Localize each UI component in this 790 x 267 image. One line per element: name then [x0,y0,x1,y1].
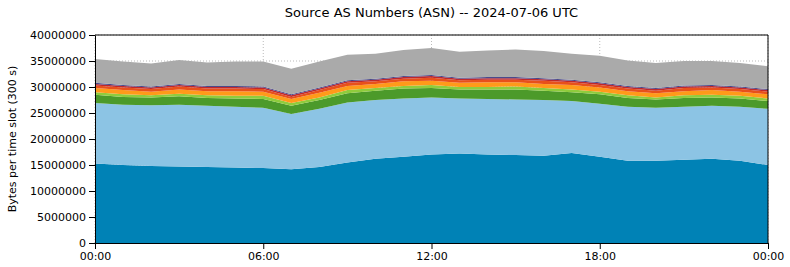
tick-mark [89,191,95,192]
tick: 30000000 [30,81,95,94]
tick-mark [89,139,95,140]
tick-mark [89,87,95,88]
tick-label: 10000000 [30,185,86,198]
tick-mark [432,243,433,249]
tick: 25000000 [30,107,95,120]
tick-mark [89,61,95,62]
tick-label: 0 [79,237,86,250]
area [95,97,768,169]
tick: 5000000 [37,211,95,224]
tick-mark [89,165,95,166]
tick-mark [89,113,95,114]
axis-line [95,36,96,244]
title: Source AS Numbers (ASN) -- 2024-07-06 UT… [285,5,578,20]
tick-mark [95,243,96,249]
tick: 35000000 [30,55,95,68]
tick-mark [600,243,601,249]
tick-mark [768,243,769,249]
tick-label: 00:00 [80,250,112,263]
y-axis: 0 5000000 10000000 15000000 20000000 25000000… [30,29,96,250]
tick: 10000000 [30,185,95,198]
x-axis: 00:00 06:00 12:00 18:00 00:00 [80,243,785,263]
tick-label: 40000000 [30,29,86,42]
tick-mark [89,217,95,218]
y-axis-title: Bytes per time slot (300 s) [6,66,19,213]
area [95,48,768,94]
tick-label: 30000000 [30,81,86,94]
tick-label: 15000000 [30,159,86,172]
tick: 00:00 [753,243,785,263]
areas [95,48,768,243]
tick: 20000000 [30,133,95,146]
tick-label: 5000000 [37,211,86,224]
plot-frame [95,35,768,243]
tick: 00:00 [80,243,112,263]
tick: 0 [79,237,95,250]
tick: 12:00 [416,243,448,263]
tick-label: 35000000 [30,55,86,68]
tick-label: 25000000 [30,107,86,120]
tick-label: 20000000 [30,133,86,146]
tick-mark [89,35,95,36]
tick-label: 06:00 [248,250,280,263]
tick-label: 18:00 [584,250,616,263]
tick: 15000000 [30,159,95,172]
chart: 0 5000000 10000000 15000000 20000000 25000000… [0,0,790,267]
tick-label: 12:00 [416,250,448,263]
tick-mark [263,243,264,249]
tick: 18:00 [584,243,616,263]
tick-label: 00:00 [753,250,785,263]
tick: 40000000 [30,29,95,42]
tick-mark [89,243,95,244]
tick: 06:00 [248,243,280,263]
grid [95,35,768,243]
